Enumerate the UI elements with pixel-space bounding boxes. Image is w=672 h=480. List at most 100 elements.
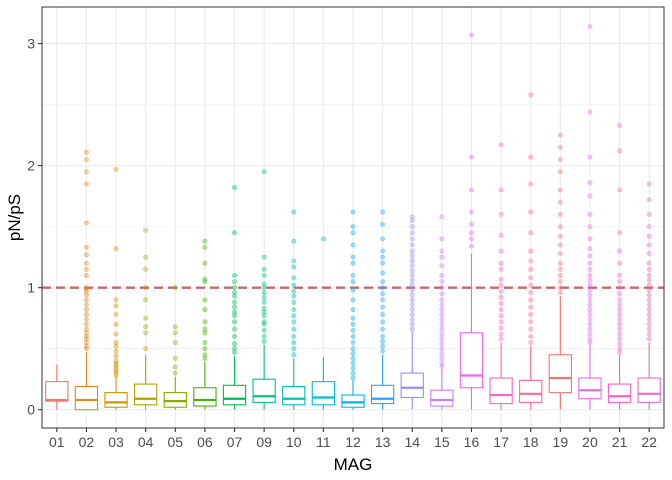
outlier-point bbox=[350, 297, 356, 303]
outlier-point bbox=[409, 268, 415, 274]
outlier-point bbox=[83, 321, 89, 327]
outlier-point bbox=[380, 209, 386, 215]
outlier-point bbox=[83, 260, 89, 266]
outlier-point bbox=[409, 263, 415, 269]
outlier-point bbox=[587, 321, 593, 327]
outlier-point bbox=[202, 297, 208, 303]
outlier-point bbox=[468, 230, 474, 236]
outlier-point bbox=[113, 312, 119, 318]
outlier-point bbox=[83, 340, 89, 346]
outlier-point bbox=[83, 157, 89, 163]
outlier-point bbox=[528, 266, 534, 272]
outlier-point bbox=[172, 364, 178, 370]
x-tick-label: 06 bbox=[197, 434, 213, 450]
box-03 bbox=[104, 166, 128, 410]
outlier-point bbox=[350, 279, 356, 285]
x-tick-label: 15 bbox=[434, 434, 450, 450]
outlier-point bbox=[646, 331, 652, 337]
outlier-point bbox=[468, 154, 474, 160]
x-tick-label: 14 bbox=[404, 434, 420, 450]
x-tick-label: 07 bbox=[227, 434, 243, 450]
outlier-point bbox=[113, 166, 119, 172]
outlier-point bbox=[291, 307, 297, 313]
outlier-point bbox=[202, 307, 208, 313]
outlier-point bbox=[409, 242, 415, 248]
outlier-point bbox=[232, 299, 238, 305]
outlier-point bbox=[439, 285, 445, 291]
outlier-point bbox=[202, 319, 208, 325]
outlier-point bbox=[646, 197, 652, 203]
outlier-point bbox=[232, 293, 238, 299]
x-axis-title: MAG bbox=[334, 455, 373, 474]
outlier-point bbox=[350, 260, 356, 266]
outlier-point bbox=[380, 236, 386, 242]
outlier-point bbox=[113, 363, 119, 369]
box-14 bbox=[400, 214, 424, 410]
outlier-point bbox=[83, 312, 89, 318]
outlier-point bbox=[468, 221, 474, 227]
outlier-point bbox=[261, 290, 267, 296]
outlier-point bbox=[291, 209, 297, 215]
outlier-point bbox=[557, 224, 563, 230]
outlier-point bbox=[380, 270, 386, 276]
outlier-point bbox=[557, 187, 563, 193]
outlier-point bbox=[646, 224, 652, 230]
outlier-point bbox=[143, 266, 149, 272]
outlier-point bbox=[83, 266, 89, 272]
outlier-point bbox=[202, 346, 208, 352]
outlier-point bbox=[409, 272, 415, 278]
outlier-point bbox=[350, 375, 356, 381]
outlier-point bbox=[202, 326, 208, 332]
outlier-point bbox=[617, 187, 623, 193]
outlier-point bbox=[83, 285, 89, 291]
box-iqr bbox=[548, 354, 572, 394]
outlier-point bbox=[232, 346, 238, 352]
box-09 bbox=[252, 169, 276, 410]
outlier-point bbox=[83, 220, 89, 226]
outlier-point bbox=[261, 299, 267, 305]
outlier-point bbox=[439, 248, 445, 254]
outlier-point bbox=[587, 246, 593, 252]
box-06 bbox=[193, 238, 217, 410]
outlier-point bbox=[557, 199, 563, 205]
outlier-point bbox=[261, 313, 267, 319]
outlier-point bbox=[409, 248, 415, 254]
outlier-point bbox=[113, 353, 119, 359]
outlier-point bbox=[498, 319, 504, 325]
outlier-point bbox=[83, 343, 89, 349]
outlier-point bbox=[617, 321, 623, 327]
box-01 bbox=[45, 364, 69, 410]
outlier-point bbox=[587, 302, 593, 308]
outlier-point bbox=[617, 316, 623, 322]
outlier-point bbox=[528, 209, 534, 215]
outlier-point bbox=[143, 324, 149, 330]
outlier-point bbox=[468, 187, 474, 193]
outlier-point bbox=[143, 330, 149, 336]
outlier-point bbox=[498, 301, 504, 307]
outlier-point bbox=[439, 297, 445, 303]
outlier-point bbox=[587, 109, 593, 115]
outlier-point bbox=[409, 253, 415, 259]
outlier-point bbox=[587, 297, 593, 303]
outlier-point bbox=[528, 282, 534, 288]
outlier-point bbox=[291, 258, 297, 264]
outlier-point bbox=[350, 365, 356, 371]
box-18 bbox=[519, 92, 543, 410]
outlier-point bbox=[113, 365, 119, 371]
outlier-point bbox=[617, 291, 623, 297]
outlier-point bbox=[350, 272, 356, 278]
outlier-point bbox=[646, 250, 652, 256]
x-tick-label: 11 bbox=[316, 434, 331, 450]
outlier-point bbox=[528, 290, 534, 296]
outlier-point bbox=[409, 282, 415, 288]
outlier-point bbox=[232, 272, 238, 278]
outlier-point bbox=[557, 250, 563, 256]
outlier-point bbox=[350, 254, 356, 260]
outlier-point bbox=[291, 238, 297, 244]
x-tick-label: 18 bbox=[523, 434, 539, 450]
outlier-point bbox=[172, 330, 178, 336]
outlier-point bbox=[557, 260, 563, 266]
box-15 bbox=[430, 214, 454, 410]
outlier-point bbox=[587, 282, 593, 288]
outlier-point bbox=[617, 260, 623, 266]
